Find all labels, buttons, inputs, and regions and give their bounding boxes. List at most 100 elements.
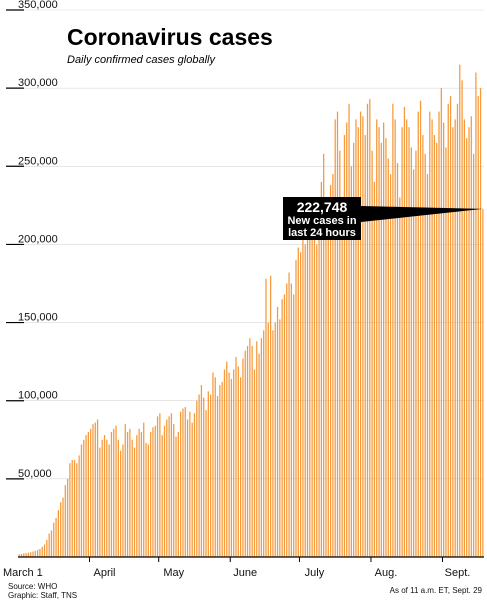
bar (472, 153, 475, 558)
bar (216, 396, 219, 557)
bar (436, 142, 438, 558)
bar (34, 550, 36, 557)
bar (364, 135, 366, 557)
bar (383, 122, 385, 558)
bar (385, 138, 387, 557)
bar (122, 444, 124, 557)
bar (477, 95, 479, 557)
bar (66, 478, 69, 557)
bar (336, 111, 339, 557)
bar (145, 442, 147, 557)
bar (103, 435, 106, 557)
bar (422, 135, 424, 557)
bar (87, 431, 89, 557)
bar (85, 435, 87, 557)
bar (479, 88, 482, 558)
bar (447, 103, 449, 558)
y-tick-label: 350,000 (18, 0, 58, 11)
bar (193, 413, 196, 557)
bar (159, 413, 161, 557)
bar (138, 428, 140, 557)
bar (343, 135, 346, 557)
y-gridlines (18, 9, 484, 480)
bar (147, 444, 149, 557)
footer-as-of: As of 11 a.m. ET, Sept. 29 (390, 586, 483, 595)
bar (429, 111, 431, 557)
bar (228, 372, 230, 557)
bar (96, 419, 99, 557)
bar (258, 353, 260, 557)
bar (177, 431, 179, 557)
bar (357, 127, 359, 557)
bar (378, 127, 380, 557)
bar (200, 385, 203, 557)
bar (320, 181, 322, 557)
bar (265, 278, 267, 557)
bar (323, 153, 325, 558)
chart-subtitle: Daily confirmed cases globally (67, 54, 216, 66)
bar (214, 377, 216, 557)
y-tick-label: 100,000 (18, 390, 58, 402)
bar (230, 378, 233, 557)
callout-annotation: 222,748 New cases in last 24 hours (283, 197, 483, 240)
bar (249, 338, 251, 557)
bar (92, 424, 94, 557)
callout-pointer (361, 206, 483, 222)
bar (30, 552, 32, 557)
bar (297, 247, 299, 557)
bar (329, 185, 332, 558)
bar (424, 153, 426, 558)
bar (57, 510, 60, 557)
bar (182, 408, 184, 557)
y-tick-label: 150,000 (18, 312, 58, 324)
bar (205, 410, 207, 557)
bar (90, 428, 92, 557)
bar (39, 548, 41, 557)
bar (168, 416, 170, 557)
bar (221, 381, 223, 557)
bar (415, 150, 417, 557)
bar (161, 435, 163, 557)
bar (120, 450, 122, 557)
bar (468, 127, 470, 557)
bar (440, 88, 442, 558)
bar (71, 460, 73, 557)
bar (459, 64, 461, 557)
bar (113, 428, 115, 557)
bar (27, 552, 30, 557)
bar (25, 553, 27, 557)
x-tick-label: May (163, 567, 184, 579)
bar (380, 142, 382, 558)
y-tick-label: 250,000 (18, 155, 58, 167)
bar (426, 174, 429, 557)
bar (311, 205, 313, 557)
bar (413, 169, 415, 557)
bar (62, 497, 64, 557)
bar (260, 338, 263, 557)
bar (209, 394, 212, 557)
bar (475, 72, 477, 557)
bar (463, 119, 466, 558)
bar (223, 369, 226, 557)
bar (235, 356, 237, 557)
bar (442, 122, 445, 558)
bar (64, 485, 66, 557)
bar (316, 244, 318, 557)
bar (60, 502, 62, 557)
bar (394, 119, 396, 558)
bar (369, 99, 371, 557)
bar (318, 197, 320, 558)
x-tick-label: April (94, 567, 116, 579)
bar (283, 294, 286, 557)
bar (408, 127, 410, 557)
bar (46, 539, 48, 557)
bar (170, 413, 173, 557)
bar (212, 372, 214, 557)
bar (417, 111, 419, 557)
bar (256, 341, 258, 557)
bar (20, 553, 23, 557)
bar (191, 422, 193, 557)
bar (152, 427, 154, 557)
bar (309, 213, 311, 557)
